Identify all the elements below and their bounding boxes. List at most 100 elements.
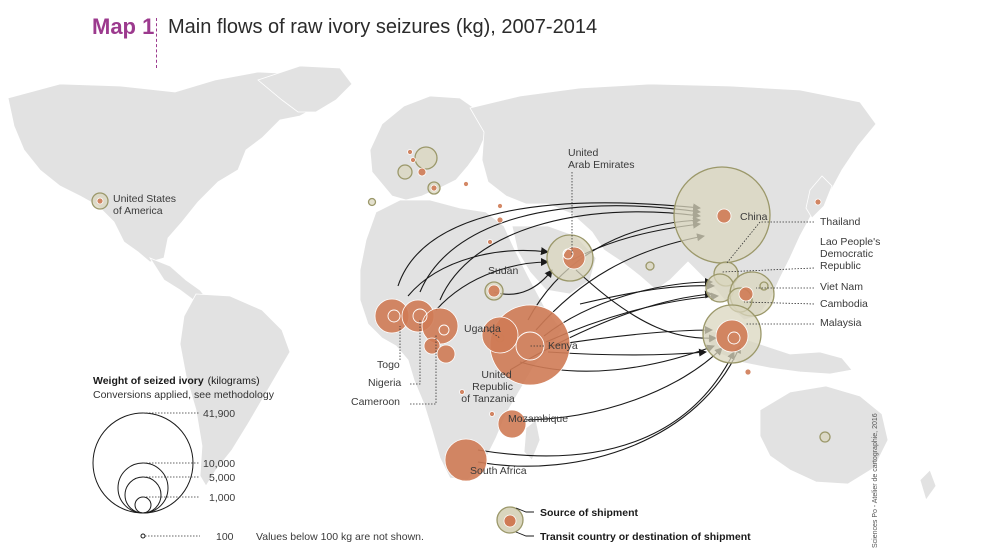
malaysia-inner-ring bbox=[727, 331, 741, 345]
source-circles bbox=[96, 149, 822, 482]
usa-source-dot bbox=[96, 197, 104, 205]
china-source-dot bbox=[716, 208, 732, 224]
flow-arrow bbox=[435, 258, 549, 311]
europe-transit-circle-2 bbox=[397, 164, 413, 180]
europe-source-dot-4 bbox=[410, 157, 416, 163]
south-africa-label: South Africa bbox=[470, 465, 527, 477]
usa-label: United States of America bbox=[113, 193, 179, 217]
togo-inner-ring bbox=[387, 309, 401, 323]
flow-arrow bbox=[477, 345, 741, 467]
legend-circle-100 bbox=[140, 533, 146, 539]
legend-circle-5000 bbox=[124, 476, 162, 514]
legend-value-10000: 10,000 bbox=[203, 458, 235, 470]
sudan-source-dot bbox=[487, 284, 501, 298]
europe-source-dot-1 bbox=[417, 167, 427, 177]
map-number-label: Map 1 bbox=[92, 14, 155, 39]
cameroon-inner-ring bbox=[438, 324, 450, 336]
legend-source-leader bbox=[515, 507, 534, 513]
new-zealand-land bbox=[919, 469, 937, 501]
size-legend-title: Weight of seized ivory (kilograms) bbox=[93, 375, 260, 387]
europe-source-dot-3 bbox=[407, 149, 413, 155]
tanzania-source-circle bbox=[481, 316, 519, 354]
map-credit: Sciences Po - Atelier de cartographie, 2… bbox=[872, 413, 879, 548]
uganda-label: Uganda bbox=[464, 323, 501, 335]
flow-arrow bbox=[579, 281, 715, 305]
sudan-source-dot-2 bbox=[496, 216, 504, 224]
size-legend: Weight of seized ivory (kilograms) Conver… bbox=[92, 375, 424, 543]
indonesia-source-dot bbox=[744, 368, 752, 376]
tanzania-label: United Republic of Tanzania bbox=[461, 369, 516, 405]
mozambique-label: Mozambique bbox=[508, 413, 568, 425]
legend-transit-leader bbox=[515, 531, 534, 537]
kenya-label: Kenya bbox=[548, 340, 578, 352]
europe-transit-circle-4 bbox=[367, 197, 377, 207]
place-labels: United States of America United Arab Emi… bbox=[113, 147, 883, 477]
vietnam-label: Viet Nam bbox=[820, 281, 863, 293]
malawi-source-dot bbox=[489, 411, 495, 417]
leader-lines bbox=[399, 172, 815, 405]
flow-arrow bbox=[397, 202, 701, 287]
greenland-land bbox=[257, 65, 353, 113]
legend-note: Values below 100 kg are not shown. bbox=[256, 531, 424, 543]
india-transit-circle bbox=[645, 261, 655, 271]
north-america-land bbox=[7, 71, 331, 263]
uganda-leader bbox=[487, 329, 501, 339]
legend-circle-10000 bbox=[117, 462, 169, 514]
mozambique-source-circle bbox=[497, 409, 527, 439]
flow-arrow bbox=[419, 205, 701, 293]
egypt-source-dot bbox=[487, 239, 493, 245]
nigeria-inner-ring bbox=[412, 308, 428, 324]
flow-arrow bbox=[407, 247, 549, 297]
europe-source-dot-2 bbox=[430, 184, 438, 192]
cameroon-label: Cameroon bbox=[351, 396, 400, 408]
sudan-label: Sudan bbox=[488, 265, 519, 277]
madagascar-land bbox=[523, 419, 541, 461]
thailand-leader bbox=[725, 221, 814, 265]
header-divider bbox=[156, 18, 157, 68]
malaysia-label: Malaysia bbox=[820, 317, 862, 329]
south-america-land bbox=[179, 293, 291, 487]
uae-label: United Arab Emirates bbox=[568, 147, 635, 171]
map-title: Main flows of raw ivory seizures (kg), 2… bbox=[168, 16, 598, 38]
lao-leader bbox=[721, 267, 815, 273]
flow-arrow bbox=[547, 348, 707, 357]
arabia-source-dot bbox=[497, 203, 503, 209]
europe-transit-circle-1 bbox=[414, 146, 438, 170]
type-legend: Source of shipment Transit country or de… bbox=[496, 506, 751, 543]
legend-circle-1000 bbox=[134, 496, 152, 514]
malaysia-source-dot bbox=[715, 319, 749, 353]
legend-transit-label: Transit country or destination of shipme… bbox=[540, 531, 751, 543]
china-label: China bbox=[740, 211, 768, 223]
legend-source-symbol bbox=[503, 514, 517, 528]
world-landmass bbox=[7, 65, 937, 501]
europe-source-dot-5 bbox=[463, 181, 469, 187]
cambodia-leader bbox=[743, 301, 815, 305]
togo-label: Togo bbox=[377, 359, 400, 371]
size-legend-subtitle: Conversions applied, see methodology bbox=[93, 389, 275, 401]
cameroon-leader bbox=[410, 334, 437, 405]
cambodia-label: Cambodia bbox=[820, 298, 868, 310]
japan-source-dot bbox=[814, 198, 822, 206]
south-africa-source-circle bbox=[444, 438, 488, 482]
lao-label: Lao People's Democratic Republic bbox=[820, 236, 883, 272]
thailand-label: Thailand bbox=[820, 216, 860, 228]
legend-value-5000: 5,000 bbox=[209, 472, 235, 484]
legend-source-label: Source of shipment bbox=[540, 507, 639, 519]
nigeria-label: Nigeria bbox=[368, 377, 401, 389]
gabon-source-circle bbox=[436, 344, 456, 364]
cameroon-source-circle bbox=[421, 307, 459, 345]
flow-arrow bbox=[519, 347, 723, 421]
legend-value-100: 100 bbox=[216, 531, 234, 543]
philippines-transit-circle bbox=[759, 281, 769, 291]
legend-value-1000: 1,000 bbox=[209, 492, 235, 504]
flow-arrow bbox=[439, 211, 701, 301]
australia-transit-circle bbox=[819, 431, 831, 443]
nigeria-leader bbox=[410, 320, 421, 385]
angola-source-dot bbox=[459, 389, 465, 395]
flow-arrow bbox=[477, 351, 735, 457]
vietnam-source-dot bbox=[738, 286, 754, 302]
legend-value-41900: 41,900 bbox=[203, 408, 235, 420]
japan-land bbox=[805, 175, 833, 219]
uae-inner-ring bbox=[562, 248, 574, 260]
uae-source-dot bbox=[562, 246, 586, 270]
